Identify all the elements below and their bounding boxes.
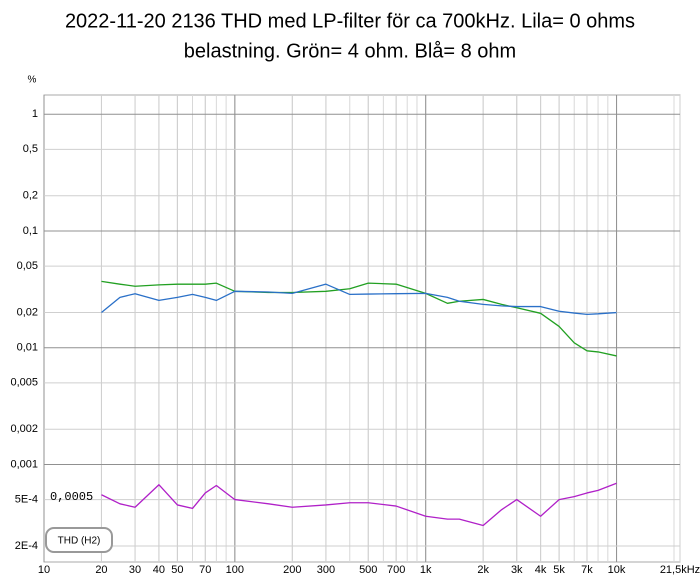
y-tick-label: 0,5 <box>23 143 38 155</box>
series-layer <box>101 280 617 527</box>
x-tick-label: 50 <box>171 564 183 576</box>
y-tick-label: 0,001 <box>10 458 38 470</box>
chart-title: belastning. Grön= 4 ohm. Blå= 8 ohm <box>184 40 516 62</box>
x-tick-label: 300 <box>317 564 335 576</box>
x-tick-label: 10 <box>38 564 50 576</box>
series-line <box>101 280 617 357</box>
x-tick-label: 40 <box>153 564 165 576</box>
y-tick-label: 0,005 <box>10 377 38 389</box>
x-tick-label: 2k <box>477 564 489 576</box>
x-tick-label: 5k <box>553 564 565 576</box>
y-tick-label: 5E-4 <box>15 493 38 505</box>
x-tick-label: 70 <box>199 564 211 576</box>
x-tick-label: 30 <box>129 564 141 576</box>
grid <box>43 95 681 562</box>
annotation: 0,0005 <box>50 490 93 504</box>
y-tick-label: 0,01 <box>17 342 38 354</box>
y-tick-label: 0,002 <box>10 423 38 435</box>
x-tick-label: 21,5kHz <box>660 564 700 576</box>
y-tick-label: 0,2 <box>23 190 38 202</box>
x-tick-label: 3k <box>511 564 523 576</box>
x-tick-label: 7k <box>581 564 593 576</box>
y-tick-label: 1 <box>32 108 38 120</box>
chart-title: 2022-11-20 2136 THD med LP-filter för ca… <box>65 10 635 32</box>
y-tick-label: 0,02 <box>17 306 38 318</box>
x-tick-label: 500 <box>359 564 377 576</box>
x-tick-label: 200 <box>283 564 301 576</box>
x-tick-label: 20 <box>95 564 107 576</box>
x-tick-label: 4k <box>535 564 547 576</box>
y-axis-label: % <box>28 75 37 86</box>
plot-area <box>43 94 681 563</box>
x-tick-label: 10k <box>608 564 626 576</box>
series-line <box>101 482 617 527</box>
measurement-label: THD (H2) <box>58 536 101 547</box>
y-tick-label: 0,1 <box>23 225 38 237</box>
series-line <box>101 283 617 315</box>
y-tick-label: 0,05 <box>17 260 38 272</box>
x-tick-label: 700 <box>387 564 405 576</box>
x-tick-label: 100 <box>226 564 244 576</box>
measurement-box <box>45 527 113 553</box>
x-tick-label: 1k <box>420 564 432 576</box>
y-tick-label: 2E-4 <box>15 540 38 552</box>
